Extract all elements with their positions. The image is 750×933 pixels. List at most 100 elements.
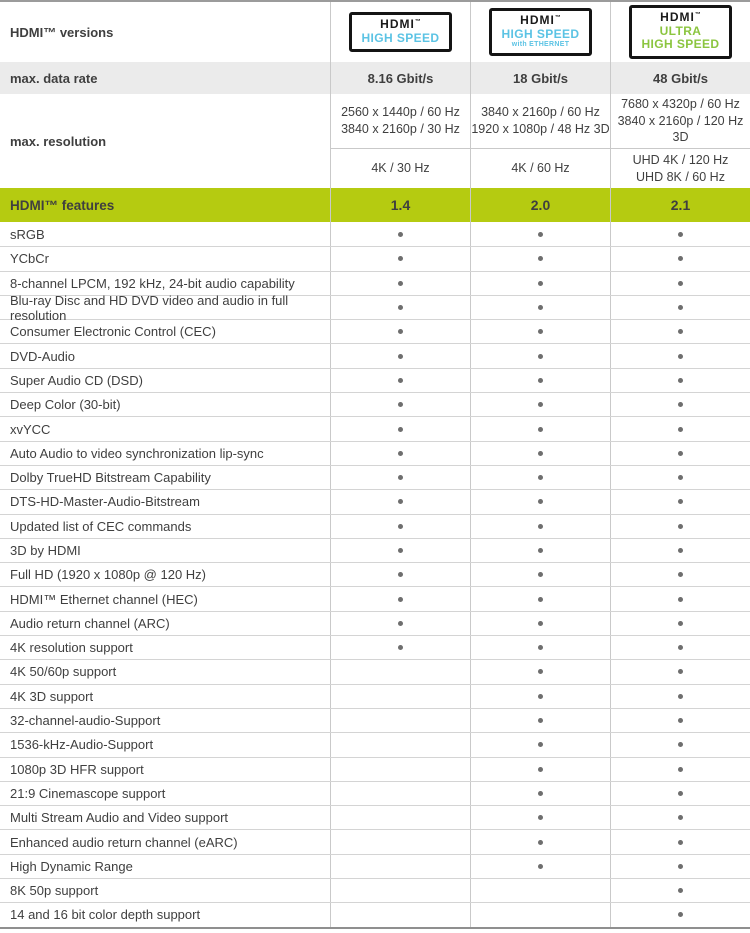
supported-dot-icon	[538, 377, 543, 383]
supported-dot-icon	[538, 256, 543, 262]
supported-dot-icon	[538, 450, 543, 456]
feature-label: 4K resolution support	[10, 640, 133, 656]
supported-dot-icon	[538, 475, 543, 481]
trademark-mark: ™	[554, 15, 561, 22]
data-rate-value: 18 Gbit/s	[470, 62, 610, 94]
supported-dot-icon	[398, 645, 403, 651]
resolution-line: UHD 4K / 120 Hz	[632, 152, 729, 167]
supported-dot-icon	[398, 280, 403, 286]
features-version-number: 1.4	[330, 188, 470, 222]
hdmi-high-speed-ethernet-badge: HDMI™ HIGH SPEED with ETHERNET	[489, 8, 592, 56]
trademark-mark: ™	[414, 19, 421, 26]
feature-support-cell	[470, 490, 610, 514]
feature-row: DVD-Audio	[0, 343, 750, 368]
supported-dot-icon	[398, 523, 403, 529]
feature-row: Audio return channel (ARC)	[0, 610, 750, 636]
feature-support-cell	[610, 684, 750, 708]
supported-dot-icon	[398, 426, 403, 432]
feature-label: 1080p 3D HFR support	[10, 761, 144, 777]
supported-dot-icon	[678, 839, 683, 845]
feature-row: 32-channel-audio-Support	[0, 707, 750, 733]
resolution-cell: 4K / 60 Hz	[470, 148, 610, 188]
resolution-line: 3840 x 2160p / 120 Hz 3D	[617, 113, 744, 145]
supported-dot-icon	[538, 280, 543, 286]
feature-support-cell	[610, 393, 750, 417]
supported-dot-icon	[678, 669, 683, 675]
supported-dot-icon	[398, 402, 403, 408]
feature-support-cell	[610, 879, 750, 903]
feature-row: sRGB	[0, 222, 750, 247]
feature-support-cell	[470, 781, 610, 806]
feature-support-cell	[330, 781, 470, 806]
feature-support-cell	[610, 611, 750, 636]
feature-support-cell	[470, 708, 610, 733]
resolution-line: 1920 x 1080p / 48 Hz 3D	[471, 122, 610, 136]
feature-label: 32-channel-audio-Support	[10, 713, 161, 729]
resolution-line: 4K / 30 Hz	[371, 161, 430, 176]
feature-support-cell	[470, 660, 610, 684]
hdmi-high-speed-badge: HDMI™ HIGH SPEED	[349, 12, 452, 52]
resolution-line: 7680 x 4320p / 60 Hz	[621, 96, 740, 111]
feature-support-cell	[610, 490, 750, 514]
version-column-hdmi-2-0: HDMI™ HIGH SPEED with ETHERNET	[470, 2, 610, 62]
resolution-cell: 7680 x 4320p / 60 Hz 3840 x 2160p / 120 …	[610, 94, 750, 148]
badge-line: HIGH SPEED	[641, 37, 720, 52]
feature-support-cell	[610, 757, 750, 781]
feature-row: 4K 50/60p support	[0, 659, 750, 684]
feature-support-cell	[470, 247, 610, 271]
resolution-line: 4K / 60 Hz	[511, 161, 570, 176]
feature-support-cell	[330, 222, 470, 247]
feature-row: High Dynamic Range	[0, 853, 750, 879]
supported-dot-icon	[678, 888, 683, 894]
hdmi-ultra-high-speed-badge: HDMI™ ULTRA HIGH SPEED	[629, 5, 732, 59]
feature-support-cell	[470, 295, 610, 320]
feature-support-cell	[330, 417, 470, 441]
supported-dot-icon	[538, 426, 543, 432]
feature-support-cell	[330, 660, 470, 684]
feature-label: Deep Color (30-bit)	[10, 397, 121, 413]
supported-dot-icon	[678, 790, 683, 796]
supported-dot-icon	[538, 693, 543, 699]
feature-support-cell	[330, 854, 470, 879]
feature-row: Deep Color (30-bit)	[0, 392, 750, 417]
feature-support-cell	[610, 295, 750, 320]
feature-support-cell	[330, 320, 470, 344]
supported-dot-icon	[538, 231, 543, 237]
hdmi-logo: HDMI™	[380, 17, 421, 32]
hdmi-logo: HDMI™	[520, 13, 561, 28]
feature-label: 8-channel LPCM, 192 kHz, 24-bit audio ca…	[10, 275, 295, 291]
supported-dot-icon	[538, 499, 543, 505]
feature-support-cell	[330, 295, 470, 320]
feature-support-cell	[610, 417, 750, 441]
supported-dot-icon	[678, 231, 683, 237]
feature-row: Consumer Electronic Control (CEC)	[0, 319, 750, 344]
supported-dot-icon	[538, 645, 543, 651]
feature-rows: sRGB YCbCr 8-channel LPCM, 192 kHz, 24-bit…	[0, 222, 750, 927]
versions-row-label: HDMI™ versions	[10, 24, 114, 40]
feature-row: 4K 3D support	[0, 683, 750, 708]
supported-dot-icon	[398, 305, 403, 311]
feature-support-cell	[330, 733, 470, 757]
resolution-line: UHD 8K / 60 Hz	[636, 169, 725, 184]
supported-dot-icon	[538, 620, 543, 626]
supported-dot-icon	[538, 305, 543, 311]
feature-support-cell	[330, 830, 470, 854]
resolution-line: 3840 x 2160p / 60 Hz	[481, 105, 600, 120]
resolution-cell: 2560 x 1440p / 60 Hz 3840 x 2160p / 30 H…	[330, 94, 470, 148]
trademark-mark: ™	[694, 12, 701, 19]
feature-support-cell	[470, 684, 610, 708]
feature-row: DTS-HD-Master-Audio-Bitstream	[0, 489, 750, 514]
feature-label: 8K 50p support	[10, 883, 99, 899]
supported-dot-icon	[538, 548, 543, 553]
feature-support-cell	[610, 271, 750, 295]
feature-label: Multi Stream Audio and Video support	[10, 810, 229, 826]
feature-support-cell	[470, 806, 610, 830]
supported-dot-icon	[398, 572, 403, 578]
feature-support-cell	[330, 344, 470, 368]
supported-dot-icon	[678, 426, 683, 432]
supported-dot-icon	[538, 669, 543, 675]
feature-support-cell	[470, 538, 610, 563]
feature-support-cell	[470, 879, 610, 903]
data-rate-row: max. data rate 8.16 Gbit/s 18 Gbit/s 48 …	[0, 62, 750, 94]
